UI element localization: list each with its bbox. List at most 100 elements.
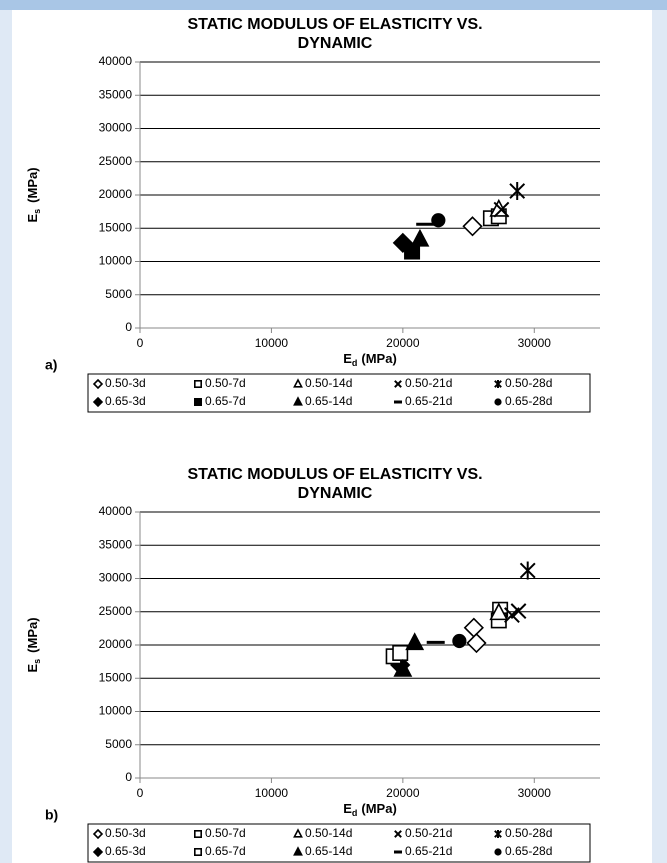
- y-tick-label: 10000: [99, 704, 133, 718]
- x-axis-label-sub: d: [352, 358, 358, 368]
- x-axis-label: Ed (MPa): [343, 351, 397, 368]
- marker-shape: [293, 828, 303, 838]
- x-axis-label-main: E: [343, 801, 352, 816]
- y-axis-label-main: E: [25, 214, 40, 223]
- marker-shape: [92, 378, 104, 390]
- x-axis-label-unit: (MPa): [361, 351, 396, 366]
- legend-box: [87, 373, 591, 413]
- marker-shape: [92, 396, 104, 408]
- marker-shape: [92, 846, 104, 858]
- x-tick-label: 10000: [255, 336, 289, 350]
- data-point: [489, 602, 509, 621]
- marker-shape: [431, 213, 446, 228]
- marker-shape: [452, 633, 467, 649]
- marker-shape: [194, 829, 203, 838]
- legend-label: 0.65-3d: [105, 844, 146, 858]
- legend-marker: [494, 398, 502, 406]
- legend-label: 0.65-7d: [205, 394, 246, 408]
- legend-marker: [494, 830, 502, 838]
- figure-area: [12, 10, 652, 863]
- legend-label: 0.65-3d: [105, 394, 146, 408]
- legend-label: 0.50-28d: [505, 826, 552, 840]
- chart-title: DYNAMIC: [298, 35, 373, 52]
- legend-label: 0.50-21d: [405, 826, 452, 840]
- chart-title: STATIC MODULUS OF ELASTICITY VS.: [187, 16, 482, 33]
- x-axis-label-sub: d: [352, 808, 358, 818]
- marker-shape: [194, 379, 203, 388]
- legend-marker: [92, 846, 104, 858]
- data-point: [466, 632, 487, 654]
- data-point: [410, 228, 430, 247]
- x-tick-label: 10000: [255, 786, 289, 800]
- marker-shape: [293, 846, 303, 856]
- y-tick-label: 20000: [99, 187, 133, 201]
- y-tick-label: 0: [125, 320, 132, 334]
- legend-marker: [293, 846, 303, 856]
- legend-marker: [92, 378, 104, 390]
- legend-box: [87, 823, 591, 863]
- data-point: [431, 213, 446, 228]
- data-point: [510, 603, 527, 619]
- marker-shape: [410, 228, 430, 247]
- marker-shape: [194, 847, 203, 856]
- legend-label: 0.65-21d: [405, 394, 452, 408]
- legend-marker: [194, 847, 203, 856]
- legend-marker: [394, 380, 402, 388]
- legend-marker: [92, 396, 104, 408]
- y-axis-label-sub: s: [32, 659, 42, 664]
- y-tick-label: 35000: [99, 537, 133, 551]
- legend-marker: [394, 830, 402, 838]
- y-tick-label: 5000: [105, 737, 132, 751]
- y-tick-label: 30000: [99, 121, 133, 135]
- y-tick-label: 40000: [99, 54, 133, 68]
- legend-label: 0.50-14d: [305, 376, 352, 390]
- panel-label: a): [45, 357, 57, 373]
- y-tick-label: 40000: [99, 504, 133, 518]
- marker-shape: [393, 658, 413, 677]
- marker-shape: [394, 380, 402, 388]
- chart-title: DYNAMIC: [298, 485, 373, 502]
- data-point: [392, 644, 409, 661]
- marker-shape: [293, 378, 303, 388]
- legend-marker: [293, 378, 303, 388]
- y-tick-label: 15000: [99, 670, 133, 684]
- x-axis-label-main: E: [343, 351, 352, 366]
- y-axis-label: Es (MPa): [25, 617, 42, 672]
- x-tick-label: 30000: [518, 786, 552, 800]
- legend-label: 0.50-7d: [205, 376, 246, 390]
- data-point: [452, 633, 467, 649]
- legend-marker: [194, 379, 203, 388]
- y-tick-label: 25000: [99, 604, 133, 618]
- panel-label: b): [45, 807, 58, 823]
- y-axis-label-unit: (MPa): [25, 167, 40, 202]
- x-tick-label: 20000: [386, 336, 420, 350]
- legend-label: 0.50-21d: [405, 376, 452, 390]
- legend-label: 0.50-14d: [305, 826, 352, 840]
- data-point: [509, 182, 526, 201]
- y-tick-label: 25000: [99, 154, 133, 168]
- legend-marker: [494, 380, 502, 388]
- marker-shape: [510, 603, 527, 619]
- legend-label: 0.65-21d: [405, 844, 452, 858]
- x-tick-label: 0: [137, 786, 144, 800]
- marker-shape: [493, 201, 510, 218]
- y-axis-label-sub: s: [32, 209, 42, 214]
- marker-shape: [494, 848, 502, 856]
- marker-shape: [462, 216, 483, 237]
- y-tick-label: 30000: [99, 571, 133, 585]
- y-axis-label-main: E: [25, 664, 40, 673]
- x-tick-label: 30000: [518, 336, 552, 350]
- legend-label: 0.50-3d: [105, 376, 146, 390]
- data-point: [393, 658, 413, 677]
- top-bar: [0, 0, 667, 10]
- y-axis-label: Es (MPa): [25, 167, 42, 222]
- data-point: [519, 561, 536, 580]
- legend-label: 0.50-28d: [505, 376, 552, 390]
- marker-shape: [489, 602, 509, 621]
- chart-title: STATIC MODULUS OF ELASTICITY VS.: [187, 466, 482, 483]
- legend-marker: [293, 828, 303, 838]
- marker-shape: [293, 396, 303, 406]
- marker-shape: [405, 632, 425, 651]
- legend-marker: [194, 397, 203, 406]
